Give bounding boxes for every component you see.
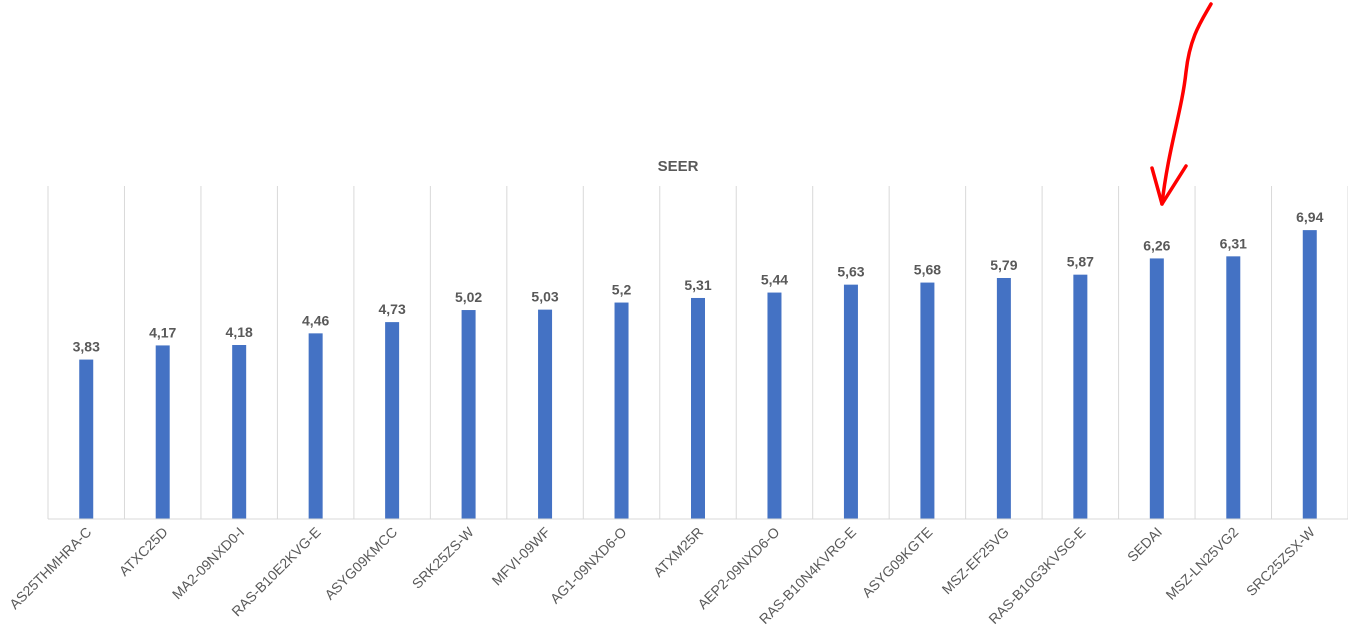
bar-ras-b10e2kvg-e [308, 333, 323, 519]
data-label: 5,79 [990, 257, 1017, 273]
bar-as25thmhra-c [79, 359, 94, 519]
data-label: 4,18 [226, 324, 253, 340]
category-tick-label: SEDAI [1124, 524, 1165, 565]
bar-sedai [1149, 258, 1164, 519]
bar-aep2-09nxd6-o [767, 292, 782, 519]
data-label: 6,94 [1296, 209, 1323, 225]
category-tick-label: ASYG09KGTE [859, 524, 936, 601]
category-tick-label: ATXC25D [116, 524, 171, 579]
bar-ag1-09nxd6-o [614, 302, 629, 519]
bar-ma2-09nxd0-i [232, 345, 247, 519]
category-tick-label: SRK25ZS-W [409, 523, 478, 592]
bar-msz-ln25vg2 [1226, 256, 1241, 519]
bar-asyg09kmcc [385, 322, 400, 519]
bar-srk25zs-w [461, 310, 476, 519]
data-label: 4,46 [302, 312, 329, 328]
data-labels-group: 3,83 4,17 4,18 4,46 4,73 5,02 5,03 5,2 5,31 5,44 5… [73, 209, 1324, 354]
chart-title: SEER [658, 158, 699, 175]
red-arrow-head [1150, 164, 1188, 206]
category-tick-label: ATXM25R [650, 524, 706, 580]
category-tick-label: MA2-09NXD0-I [169, 524, 247, 602]
bar-ras-b10g3kvsg-e [1073, 274, 1088, 519]
bar-atxc25d [155, 345, 170, 519]
bar-mfvi-09wf [538, 309, 553, 519]
data-label: 6,26 [1143, 237, 1170, 253]
bar-ras-b10n4kvrg-e [843, 284, 858, 519]
data-label: 5,2 [612, 282, 632, 298]
data-label: 5,68 [914, 262, 941, 278]
data-label: 5,87 [1067, 254, 1094, 270]
bar-atxm25r [691, 297, 705, 519]
data-label: 5,02 [455, 289, 482, 305]
category-ticks-group: AS25THMHRA-C ATXC25DMA2-09NXD0-IRAS-B10E2… [6, 523, 1318, 627]
bars-group [79, 230, 1317, 519]
category-tick-label: AS25THMHRA-C [6, 524, 94, 612]
data-label: 3,83 [73, 339, 100, 355]
bar-msz-ef25vg [996, 277, 1011, 519]
data-label: 4,73 [378, 301, 405, 317]
category-tick-label: MSZ-LN25VG2 [1162, 524, 1241, 603]
bar-asyg09kgte [920, 282, 935, 519]
category-tick-label: SRC25ZSX-W [1243, 523, 1319, 599]
data-label: 5,03 [531, 289, 558, 305]
category-tick-label: MFVI-09WF [489, 524, 554, 589]
bar-src25zsx-w [1302, 230, 1317, 519]
category-tick-label: AG1-09NXD6-O [547, 524, 630, 607]
data-label: 5,63 [837, 264, 864, 280]
data-label: 6,31 [1220, 235, 1247, 251]
category-tick-label: AEP2-09NXD6-O [694, 524, 782, 612]
red-arrow-annotation [1160, 2, 1213, 206]
data-label: 4,17 [149, 324, 176, 340]
vertical-gridlines [47, 186, 1348, 519]
data-label: 5,44 [761, 272, 788, 288]
category-tick-label: ASYG09KMCC [321, 524, 400, 603]
category-tick-label: MSZ-EF25VG [939, 524, 1012, 597]
data-label: 5,31 [684, 277, 711, 293]
